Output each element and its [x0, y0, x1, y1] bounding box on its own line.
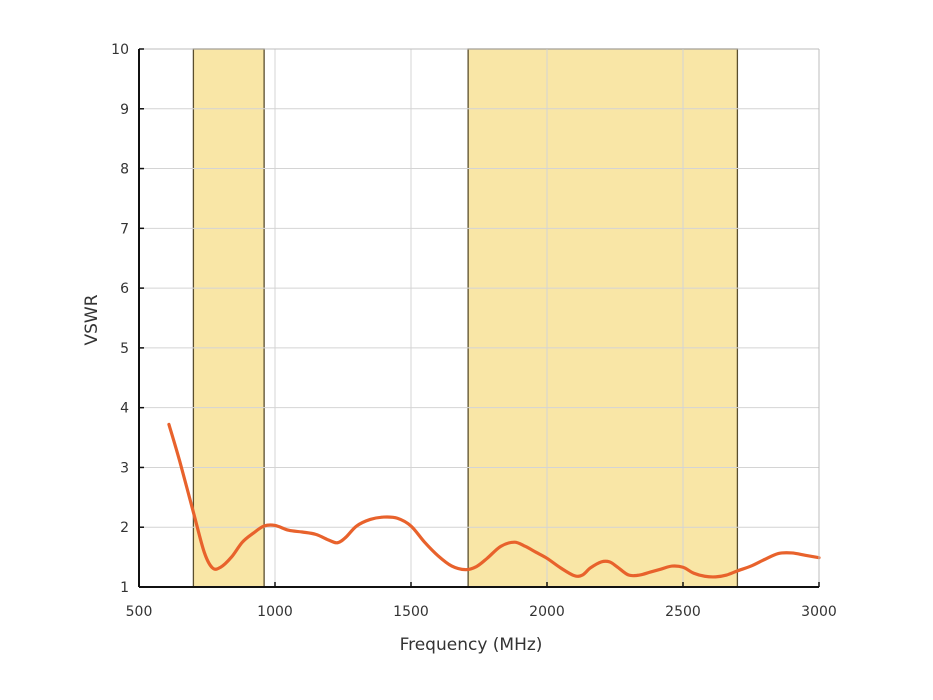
y-tick-label: 2	[120, 520, 129, 536]
x-axis-label: Frequency (MHz)	[400, 635, 543, 655]
highlight-band-2	[467, 48, 739, 588]
vswr-series-line	[167, 422, 821, 579]
highlight-bands	[192, 48, 739, 588]
y-tick-label: 10	[111, 42, 129, 58]
series-layer	[167, 422, 821, 579]
y-tick-label: 7	[120, 221, 129, 237]
y-tick-label: 6	[120, 281, 129, 297]
x-tick-label: 1500	[393, 604, 429, 620]
y-axis-label: VSWR	[82, 294, 102, 345]
highlight-band-1	[192, 48, 265, 588]
y-tick-label: 1	[120, 580, 129, 596]
y-tick-label: 8	[120, 162, 129, 178]
x-tick-labels: 500 1000 1500 2000 2500 3000	[126, 604, 837, 620]
y-tick-label: 5	[120, 341, 129, 357]
x-tick-label: 3000	[801, 604, 837, 620]
y-tick-label: 3	[120, 460, 129, 476]
x-tick-label: 500	[126, 604, 153, 620]
y-tick-label: 4	[120, 401, 129, 417]
y-tick-label: 9	[120, 102, 129, 118]
x-tick-label: 1000	[257, 604, 293, 620]
y-tick-labels: 1 2 3 4 5 6 7 8 9 10	[111, 42, 129, 596]
x-tick-label: 2000	[529, 604, 565, 620]
axes	[138, 48, 820, 588]
x-tick-label: 2500	[665, 604, 701, 620]
